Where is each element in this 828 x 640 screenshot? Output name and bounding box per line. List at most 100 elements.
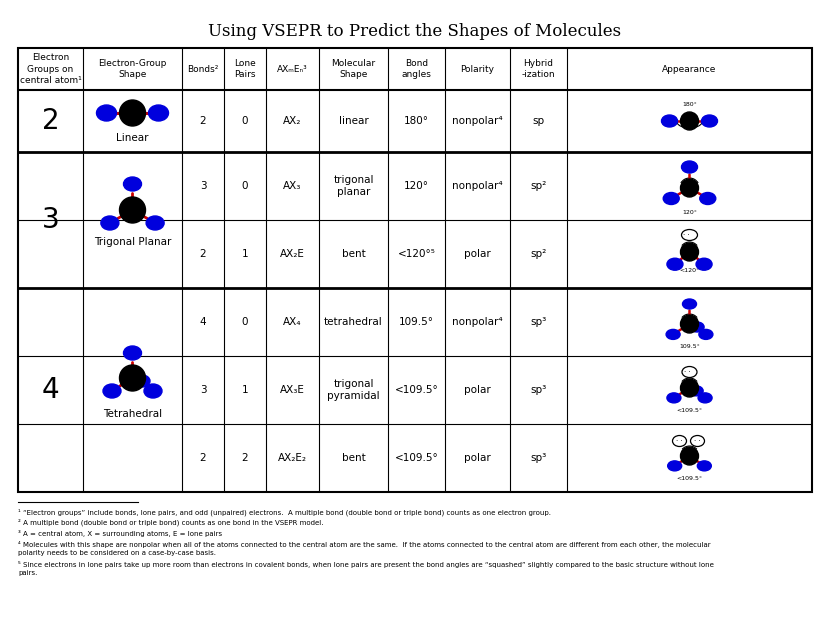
Ellipse shape <box>697 393 711 403</box>
Text: Tetrahedral: Tetrahedral <box>103 409 161 419</box>
Ellipse shape <box>146 216 164 230</box>
Text: sp³: sp³ <box>530 317 546 327</box>
Text: · ·: · · <box>683 369 690 375</box>
Text: Electron
Groups on
central atom¹: Electron Groups on central atom¹ <box>20 53 81 84</box>
Ellipse shape <box>144 384 161 398</box>
Text: nonpolar⁴: nonpolar⁴ <box>451 116 503 126</box>
Ellipse shape <box>698 330 712 339</box>
Text: ⁴ Molecules with this shape are nonpolar when all of the atoms connected to the : ⁴ Molecules with this shape are nonpolar… <box>18 541 710 556</box>
Ellipse shape <box>667 258 682 270</box>
Ellipse shape <box>696 461 710 471</box>
Circle shape <box>680 379 698 397</box>
Text: <109.5°: <109.5° <box>394 453 438 463</box>
Text: <109.5°: <109.5° <box>394 385 438 395</box>
Text: AX₃: AX₃ <box>283 181 301 191</box>
Text: ⁵ Since electrons in lone pairs take up more room than electrons in covalent bon: ⁵ Since electrons in lone pairs take up … <box>18 561 713 576</box>
Text: Molecular
Shape: Molecular Shape <box>331 59 375 79</box>
Text: 3: 3 <box>200 181 206 191</box>
Ellipse shape <box>661 115 676 127</box>
Text: 0: 0 <box>242 116 248 126</box>
Circle shape <box>119 100 146 126</box>
Text: linear: linear <box>338 116 368 126</box>
Ellipse shape <box>700 115 717 127</box>
Text: AX₂E₂: AX₂E₂ <box>277 453 306 463</box>
Text: sp: sp <box>532 116 544 126</box>
Text: 4: 4 <box>200 317 206 327</box>
Ellipse shape <box>96 105 117 121</box>
Ellipse shape <box>148 105 168 121</box>
Text: ¹ “Electron groups” include bonds, lone pairs, and odd (unpaired) electrons.  A : ¹ “Electron groups” include bonds, lone … <box>18 508 551 515</box>
Text: 180°: 180° <box>403 116 428 126</box>
Text: 3: 3 <box>41 206 60 234</box>
Text: trigonal
planar: trigonal planar <box>333 175 373 197</box>
Text: 1: 1 <box>242 249 248 259</box>
Text: sp²: sp² <box>530 249 546 259</box>
Text: AX₄: AX₄ <box>283 317 301 327</box>
Text: 120°: 120° <box>681 209 696 214</box>
Text: <120°⁵: <120°⁵ <box>397 249 435 259</box>
Circle shape <box>119 365 146 391</box>
Text: 180°: 180° <box>681 102 696 108</box>
Text: ³ A = central atom, X = surrounding atoms, E = lone pairs: ³ A = central atom, X = surrounding atom… <box>18 530 222 537</box>
Ellipse shape <box>689 322 703 332</box>
Text: · ·: · · <box>693 438 700 444</box>
Text: nonpolar⁴: nonpolar⁴ <box>451 317 503 327</box>
Circle shape <box>680 315 698 333</box>
Text: polar: polar <box>464 453 490 463</box>
Text: 2: 2 <box>200 249 206 259</box>
Text: Trigonal Planar: Trigonal Planar <box>94 237 171 247</box>
Text: Polarity: Polarity <box>460 65 494 74</box>
Text: 2: 2 <box>200 116 206 126</box>
Circle shape <box>680 179 698 197</box>
Text: Hybrid
-ization: Hybrid -ization <box>521 59 555 79</box>
Text: <109.5°: <109.5° <box>676 476 701 481</box>
Ellipse shape <box>696 258 711 270</box>
Text: 1: 1 <box>242 385 248 395</box>
Text: Appearance: Appearance <box>662 65 716 74</box>
Text: 120°: 120° <box>403 181 428 191</box>
Text: AX₂: AX₂ <box>283 116 301 126</box>
Ellipse shape <box>101 216 118 230</box>
Circle shape <box>680 447 698 465</box>
Ellipse shape <box>662 193 678 205</box>
Text: 0: 0 <box>242 181 248 191</box>
Text: 2: 2 <box>242 453 248 463</box>
Text: AX₃E: AX₃E <box>280 385 305 395</box>
Text: <109.5°: <109.5° <box>676 408 701 413</box>
Text: 109.5°: 109.5° <box>398 317 434 327</box>
Text: 2: 2 <box>41 107 60 135</box>
Ellipse shape <box>103 384 121 398</box>
Text: · ·: · · <box>676 438 682 444</box>
Text: sp³: sp³ <box>530 453 546 463</box>
Text: sp³: sp³ <box>530 385 546 395</box>
Text: Electron-Group
Shape: Electron-Group Shape <box>99 59 166 79</box>
Text: Bonds²: Bonds² <box>187 65 219 74</box>
Ellipse shape <box>666 393 680 403</box>
Text: Using VSEPR to Predict the Shapes of Molecules: Using VSEPR to Predict the Shapes of Mol… <box>208 24 620 40</box>
Ellipse shape <box>665 330 679 339</box>
Ellipse shape <box>681 299 696 309</box>
Ellipse shape <box>667 461 681 471</box>
Text: 3: 3 <box>200 385 206 395</box>
Ellipse shape <box>699 193 715 205</box>
Ellipse shape <box>123 346 142 360</box>
Ellipse shape <box>681 161 696 173</box>
Text: bent: bent <box>341 249 365 259</box>
Text: nonpolar⁴: nonpolar⁴ <box>451 181 503 191</box>
Text: · ·: · · <box>682 232 689 238</box>
Text: trigonal
pyramidal: trigonal pyramidal <box>327 379 379 401</box>
Text: 0: 0 <box>242 317 248 327</box>
Text: Lone
Pairs: Lone Pairs <box>233 59 256 79</box>
Ellipse shape <box>123 177 142 191</box>
Text: AXₘEₙ³: AXₘEₙ³ <box>277 65 307 74</box>
Text: AX₂E: AX₂E <box>280 249 305 259</box>
Circle shape <box>680 112 698 130</box>
Bar <box>18 48 811 492</box>
Text: Linear: Linear <box>116 133 148 143</box>
Text: ² A multiple bond (double bond or triple bond) counts as one bond in the VSEPR m: ² A multiple bond (double bond or triple… <box>18 519 323 527</box>
Circle shape <box>119 197 146 223</box>
Text: sp²: sp² <box>530 181 546 191</box>
Text: 4: 4 <box>41 376 60 404</box>
Ellipse shape <box>134 375 150 387</box>
Text: 109.5°: 109.5° <box>678 344 699 349</box>
